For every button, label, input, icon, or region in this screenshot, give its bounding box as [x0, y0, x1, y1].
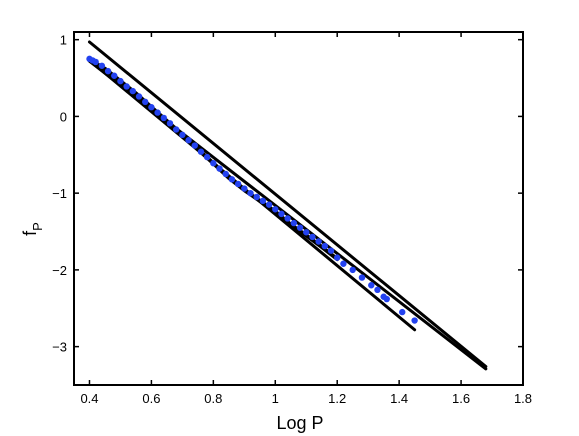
data-point [265, 201, 273, 208]
data-point [197, 148, 205, 155]
x-tick-label: 1 [272, 391, 279, 406]
data-point [290, 219, 298, 227]
x-tick-label: 1.8 [514, 391, 532, 406]
data-point [172, 126, 180, 133]
data-point [228, 176, 236, 183]
x-tick-label: 0.6 [142, 391, 160, 406]
data-point [154, 109, 161, 116]
data-point [111, 72, 118, 79]
y-tick-label: −2 [52, 263, 67, 278]
data-point [321, 242, 329, 250]
y-axis-label-main: f [20, 230, 40, 236]
y-axis-label-subscript: P [30, 222, 45, 231]
data-point [303, 229, 310, 236]
data-point [203, 153, 211, 161]
data-point [129, 87, 137, 95]
data-point [210, 160, 217, 167]
data-point [327, 247, 335, 254]
y-axis-label: fP [20, 222, 45, 236]
y-tick-label: −3 [52, 340, 67, 355]
data-point [309, 233, 316, 241]
data-point [98, 62, 106, 69]
x-tick-label: 0.4 [80, 391, 98, 406]
data-point [368, 282, 375, 289]
data-point [284, 215, 291, 222]
data-point [349, 266, 356, 274]
axes-frame [73, 31, 524, 386]
data-point [272, 206, 279, 213]
data-point [247, 189, 254, 197]
data-point [160, 114, 167, 122]
data-point [191, 142, 198, 149]
data-point [117, 77, 124, 85]
data-point [358, 274, 366, 281]
data-point [92, 58, 99, 66]
data-point [340, 260, 347, 267]
data-point [334, 254, 341, 261]
plot-area [86, 40, 488, 371]
data-point [104, 67, 112, 75]
data-point [374, 286, 381, 294]
svg-text:fP: fP [20, 222, 45, 236]
data-point [148, 104, 155, 111]
data-point [222, 170, 229, 178]
data-point [179, 131, 186, 139]
y-tick-label: −1 [52, 186, 67, 201]
data-point [315, 238, 322, 245]
fit-line-1 [87, 40, 488, 369]
data-point [383, 295, 390, 303]
data-point [234, 180, 242, 188]
data-point [259, 197, 267, 205]
data-point [296, 224, 304, 231]
y-tick-label: 1 [60, 33, 67, 48]
data-point [253, 193, 260, 201]
axes: 0.4 0.6 0.8 1 1.2 1.4 1.6 1.8 1 0 −1 −2 −3 [52, 31, 532, 406]
x-tick-label: 1.2 [328, 391, 346, 406]
y-tick-label: 0 [60, 109, 67, 124]
x-axis-label: Log P [276, 413, 323, 433]
x-tick-label: 0.8 [204, 391, 222, 406]
x-tick-label: 1.6 [452, 391, 470, 406]
data-point [278, 210, 285, 218]
data-point [123, 83, 130, 90]
data-point [399, 308, 406, 316]
data-point [216, 165, 223, 172]
data-point [135, 93, 143, 100]
data-point [166, 120, 174, 127]
data-point [142, 98, 149, 106]
data-point [241, 185, 248, 192]
data-point [185, 137, 192, 144]
x-tick-label: 1.4 [390, 391, 408, 406]
data-point [411, 317, 418, 324]
